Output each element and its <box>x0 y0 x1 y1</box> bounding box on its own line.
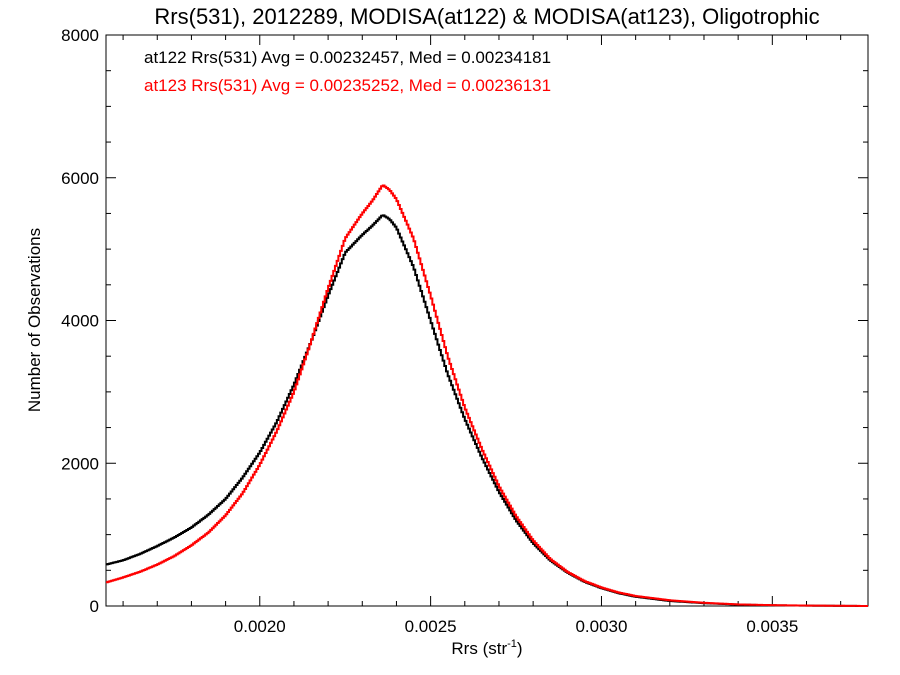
x-axis-label-close: ) <box>517 639 523 658</box>
legend-entry: at123 Rrs(531) Avg = 0.00235252, Med = 0… <box>144 76 551 95</box>
legend-entry: at122 Rrs(531) Avg = 0.00232457, Med = 0… <box>144 48 551 67</box>
x-tick-label: 0.0020 <box>234 617 286 636</box>
x-tick-label: 0.0025 <box>405 617 457 636</box>
y-tick-label: 4000 <box>61 312 99 331</box>
chart-title: Rrs(531), 2012289, MODISA(at122) & MODIS… <box>154 4 819 29</box>
series-at122 <box>106 214 868 607</box>
y-tick-label: 0 <box>90 597 99 616</box>
y-tick-label: 8000 <box>61 26 99 45</box>
x-axis-label: Rrs (str-1) <box>451 638 522 658</box>
x-axis-label-superscript: -1 <box>507 638 517 650</box>
x-tick-label: 0.0035 <box>746 617 798 636</box>
y-tick-label: 2000 <box>61 454 99 473</box>
y-axis-label: Number of Observations <box>25 228 44 412</box>
series-layer <box>106 184 868 607</box>
legend: at122 Rrs(531) Avg = 0.00232457, Med = 0… <box>144 48 551 95</box>
axis-ticks: 0.0020 0.0025 0.0030 0.0035 0 2000 4000 6000 800… <box>61 26 868 636</box>
series-at123 <box>106 184 868 607</box>
x-tick-label: 0.0030 <box>575 617 627 636</box>
x-axis-label-text: Rrs (str <box>451 639 507 658</box>
y-tick-label: 6000 <box>61 169 99 188</box>
